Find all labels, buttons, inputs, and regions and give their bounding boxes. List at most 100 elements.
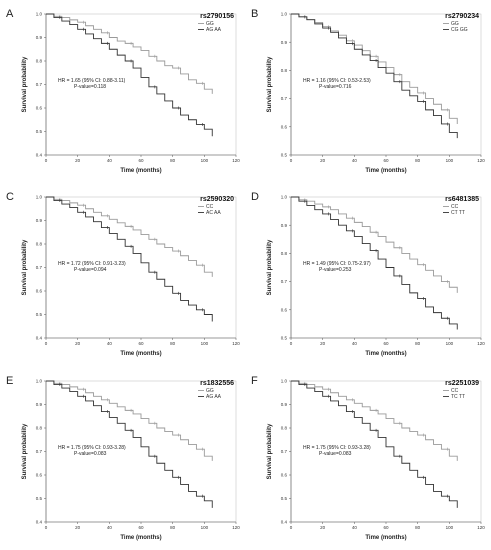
y-axis-label: Survival probability	[22, 239, 28, 295]
x-tick-label: 100	[201, 158, 209, 163]
y-tick-label: 0.5	[281, 496, 288, 501]
hazard-ratio-text: HR = 1.75 (95% CI: 0.93-3.28)	[58, 445, 126, 451]
hazard-ratio-text: HR = 1.72 (95% CI: 0.91-3.23)	[58, 261, 126, 267]
survival-curve-reference	[291, 196, 458, 293]
y-tick-label: 0.6	[36, 106, 43, 111]
x-tick-label: 40	[352, 158, 358, 163]
y-tick-label: 1.0	[281, 379, 288, 384]
y-tick-label: 0.5	[281, 153, 288, 158]
x-tick-label: 120	[477, 525, 485, 530]
y-tick-label: 0.6	[281, 473, 288, 478]
y-tick-label: 0.9	[281, 40, 288, 45]
y-tick-label: 0.8	[281, 426, 288, 431]
x-tick-label: 20	[320, 341, 326, 346]
x-axis-label: Time (months)	[365, 168, 406, 174]
snp-label: rs2790234	[445, 13, 479, 20]
x-tick-label: 20	[320, 525, 326, 530]
x-axis-label: Time (months)	[365, 351, 406, 357]
x-axis-label: Time (months)	[365, 535, 406, 541]
y-axis-label: Survival probability	[22, 56, 28, 112]
snp-label: rs2251039	[445, 380, 479, 387]
x-tick-label: 120	[477, 341, 485, 346]
survival-curve-variant	[291, 13, 458, 139]
legend-label: GG	[451, 21, 459, 27]
y-tick-label: 0.8	[36, 242, 43, 247]
y-tick-label: 0.6	[281, 124, 288, 129]
hazard-ratio-text: HR = 1.65 (95% CI: 0.88-3.11)	[58, 78, 126, 84]
x-tick-label: 120	[232, 158, 240, 163]
x-axis-label: Time (months)	[120, 168, 161, 174]
x-tick-label: 0	[45, 158, 48, 163]
legend-label: CC	[451, 388, 459, 394]
p-value-text: P-value=0.716	[319, 84, 352, 90]
y-tick-label: 0.8	[281, 251, 288, 256]
y-tick-label: 0.5	[281, 336, 288, 341]
hazard-ratio-text: HR = 1.16 (95% CI: 0.53-2.53)	[303, 78, 371, 84]
x-tick-label: 80	[170, 525, 176, 530]
y-axis-label: Survival probability	[267, 56, 273, 112]
legend-label: AC AA	[206, 210, 221, 216]
survival-curve-reference	[291, 13, 458, 124]
p-value-text: P-value=0.253	[319, 267, 352, 273]
y-tick-label: 0.8	[281, 68, 288, 73]
y-axis-label: Survival probability	[22, 423, 28, 479]
x-tick-label: 40	[107, 525, 113, 530]
y-tick-label: 1.0	[281, 195, 288, 200]
panel-letter: C	[6, 191, 14, 203]
km-plot-e: 0 20 40 60 80 100 120 1.0 0.9 0.8 0.7 0.6 0.5 0.4 Time…	[22, 379, 240, 541]
survival-curve-reference	[46, 196, 213, 277]
survival-curve-variant	[291, 380, 458, 508]
y-tick-label: 0.7	[281, 96, 288, 101]
p-value-text: P-value=0.094	[74, 267, 107, 273]
legend-label: GG	[206, 21, 214, 27]
y-tick-label: 0.6	[281, 307, 288, 312]
y-tick-label: 0.5	[36, 129, 43, 134]
legend-label: AG AA	[206, 394, 222, 400]
y-tick-label: 0.4	[36, 336, 43, 341]
x-tick-label: 0	[290, 158, 293, 163]
survival-curve-variant	[46, 196, 213, 322]
y-tick-label: 0.5	[36, 496, 43, 501]
x-tick-label: 20	[75, 158, 81, 163]
y-tick-label: 0.5	[36, 312, 43, 317]
x-tick-label: 100	[201, 341, 209, 346]
km-plot-c: 0 20 40 60 80 100 120 1.0 0.9 0.8 0.7 0.6 0.5 0.4 Time…	[22, 195, 240, 357]
y-tick-label: 0.7	[281, 279, 288, 284]
snp-label: rs1832556	[200, 380, 234, 387]
snp-label: rs2590320	[200, 196, 234, 203]
x-tick-label: 0	[45, 525, 48, 530]
y-tick-label: 1.0	[281, 12, 288, 17]
y-axis-label: Survival probability	[267, 423, 273, 479]
x-tick-label: 100	[201, 525, 209, 530]
x-tick-label: 0	[45, 341, 48, 346]
x-tick-label: 20	[320, 158, 326, 163]
survival-curve-variant	[291, 196, 458, 330]
x-tick-label: 40	[107, 341, 113, 346]
panel-letter: A	[6, 8, 14, 20]
x-tick-label: 0	[290, 341, 293, 346]
x-tick-label: 40	[107, 158, 113, 163]
x-tick-label: 60	[138, 341, 144, 346]
y-tick-label: 0.4	[281, 520, 288, 525]
y-tick-label: 0.6	[36, 289, 43, 294]
x-tick-label: 60	[383, 341, 389, 346]
snp-label: rs2790156	[200, 13, 234, 20]
y-tick-label: 0.9	[281, 223, 288, 228]
x-axis-label: Time (months)	[120, 351, 161, 357]
survival-curve-variant	[46, 13, 213, 137]
y-tick-label: 0.7	[36, 265, 43, 270]
x-tick-label: 60	[383, 158, 389, 163]
y-tick-label: 1.0	[36, 379, 43, 384]
x-tick-label: 40	[352, 525, 358, 530]
snp-label: rs6481385	[445, 196, 479, 203]
x-tick-label: 80	[415, 158, 421, 163]
x-tick-label: 80	[415, 525, 421, 530]
x-tick-label: 100	[446, 158, 454, 163]
x-tick-label: 100	[446, 341, 454, 346]
y-tick-label: 0.7	[36, 449, 43, 454]
x-tick-label: 20	[75, 341, 81, 346]
y-tick-label: 0.4	[36, 153, 43, 158]
legend-label: GG	[206, 388, 214, 394]
x-tick-label: 120	[477, 158, 485, 163]
x-tick-label: 60	[383, 525, 389, 530]
